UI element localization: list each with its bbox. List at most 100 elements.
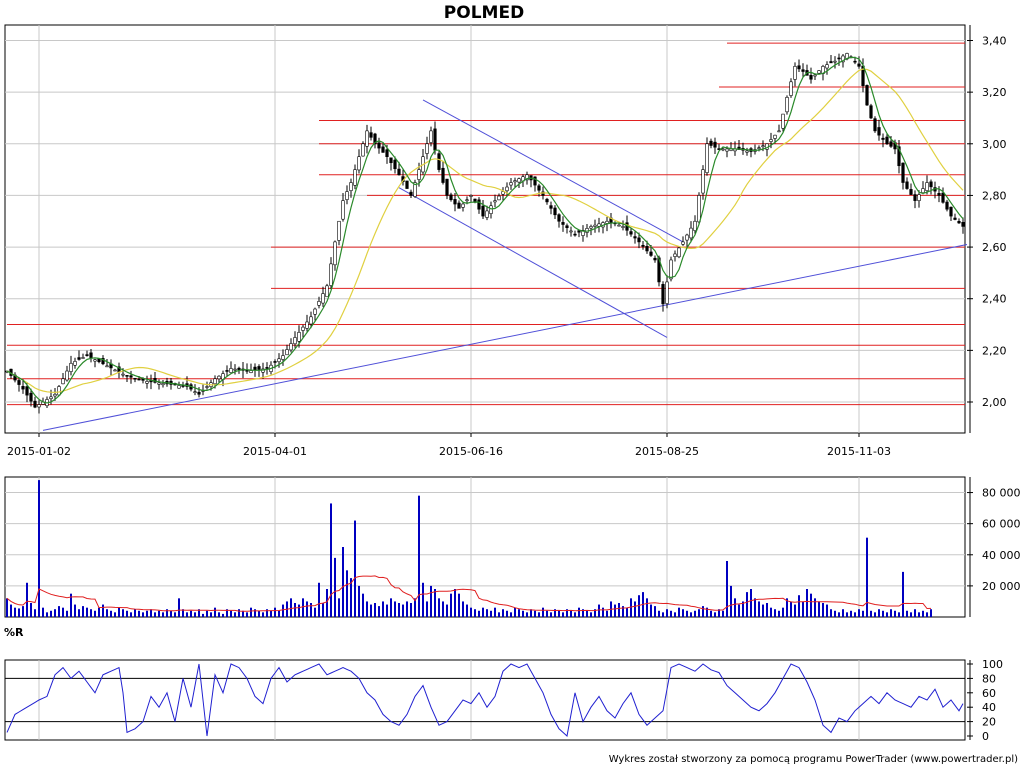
candle-body	[353, 169, 357, 186]
volume-bar	[746, 592, 748, 617]
candle-body	[689, 227, 693, 239]
volume-bar	[290, 598, 292, 617]
volume-bar	[674, 612, 676, 617]
volume-bar	[754, 598, 756, 617]
price-tick-label: 2,80	[982, 189, 1007, 202]
volume-bar	[770, 607, 772, 617]
volume-bar	[142, 612, 144, 617]
volume-bar	[246, 612, 248, 617]
volume-bar	[870, 610, 872, 617]
volume-bar	[726, 561, 728, 617]
volume-bar	[486, 609, 488, 617]
volume-bar	[282, 604, 284, 617]
volume-bar	[274, 607, 276, 617]
volume-bar	[390, 598, 392, 617]
candle-body	[957, 220, 961, 224]
volume-bar	[654, 606, 656, 617]
volume-bar	[374, 603, 376, 617]
candle-body	[377, 142, 381, 149]
candle-body	[945, 201, 949, 210]
volume-bar	[250, 607, 252, 617]
volume-bar	[470, 607, 472, 617]
candle-body	[157, 382, 161, 385]
volume-bar	[622, 606, 624, 617]
volume-bar	[226, 609, 228, 617]
volume-bar	[254, 609, 256, 617]
candle-body	[277, 358, 281, 363]
volume-bar	[78, 609, 80, 617]
candle-body	[661, 284, 665, 305]
volume-bar	[302, 598, 304, 617]
volume-bar	[382, 601, 384, 617]
volume-bar	[690, 612, 692, 617]
volume-bar	[202, 613, 204, 617]
candle-body	[901, 162, 905, 183]
volume-bar	[490, 610, 492, 617]
candle-body	[121, 373, 125, 376]
candle-body	[341, 200, 345, 220]
candle-body	[413, 182, 417, 197]
volume-bar	[650, 604, 652, 617]
candle-body	[937, 193, 941, 196]
oscillator-label: %R	[4, 626, 24, 639]
candle-body	[197, 391, 201, 395]
volume-bar	[910, 612, 912, 617]
volume-bar	[34, 609, 36, 617]
candle-body	[253, 366, 257, 371]
candle-body	[333, 241, 337, 266]
volume-bar	[574, 612, 576, 617]
volume-bar	[706, 607, 708, 617]
candle-body	[921, 188, 925, 193]
candle-body	[685, 234, 689, 241]
ma-short-line	[6, 56, 964, 404]
volume-bar	[346, 570, 348, 617]
candle-body	[337, 220, 341, 241]
candle-body	[297, 331, 301, 342]
volume-bar	[154, 612, 156, 617]
volume-bar	[602, 607, 604, 617]
volume-bar	[854, 612, 856, 617]
candle-body	[537, 185, 541, 191]
candle-body	[917, 194, 921, 202]
candle-body	[381, 146, 385, 153]
volume-bar	[214, 607, 216, 617]
volume-bar	[714, 612, 716, 617]
volume-bar	[418, 495, 420, 617]
volume-bar	[350, 578, 352, 617]
candle-body	[777, 130, 781, 133]
candle-body	[361, 143, 365, 157]
candle-body	[325, 285, 329, 298]
volume-bar	[386, 604, 388, 617]
volume-bar	[162, 612, 164, 617]
candle-body	[713, 141, 717, 148]
candle-body	[373, 133, 377, 145]
volume-bar	[90, 609, 92, 617]
candle-body	[417, 169, 421, 180]
candle-body	[949, 206, 953, 217]
volume-bar	[234, 612, 236, 617]
volume-bar	[118, 607, 120, 617]
candle-body	[709, 140, 713, 146]
volume-bar	[534, 610, 536, 617]
candle-body	[913, 194, 917, 201]
volume-bar	[310, 603, 312, 617]
volume-bar	[498, 612, 500, 617]
volume-bar	[862, 610, 864, 617]
candle-body	[329, 263, 333, 286]
volume-bar	[734, 598, 736, 617]
candle-body	[837, 57, 841, 60]
volume-bar	[106, 609, 108, 617]
candle-body	[897, 146, 901, 167]
volume-bar	[22, 606, 24, 617]
volume-bar	[766, 603, 768, 617]
volume-bar	[30, 603, 32, 617]
volume-bar	[478, 610, 480, 617]
volume-bar	[454, 589, 456, 617]
candle-body	[785, 97, 789, 113]
volume-bar	[126, 610, 128, 617]
candle-body	[489, 205, 493, 214]
volume-bar	[14, 607, 16, 617]
candle-body	[393, 159, 397, 170]
candle-body	[769, 139, 773, 142]
volume-bar	[658, 610, 660, 617]
